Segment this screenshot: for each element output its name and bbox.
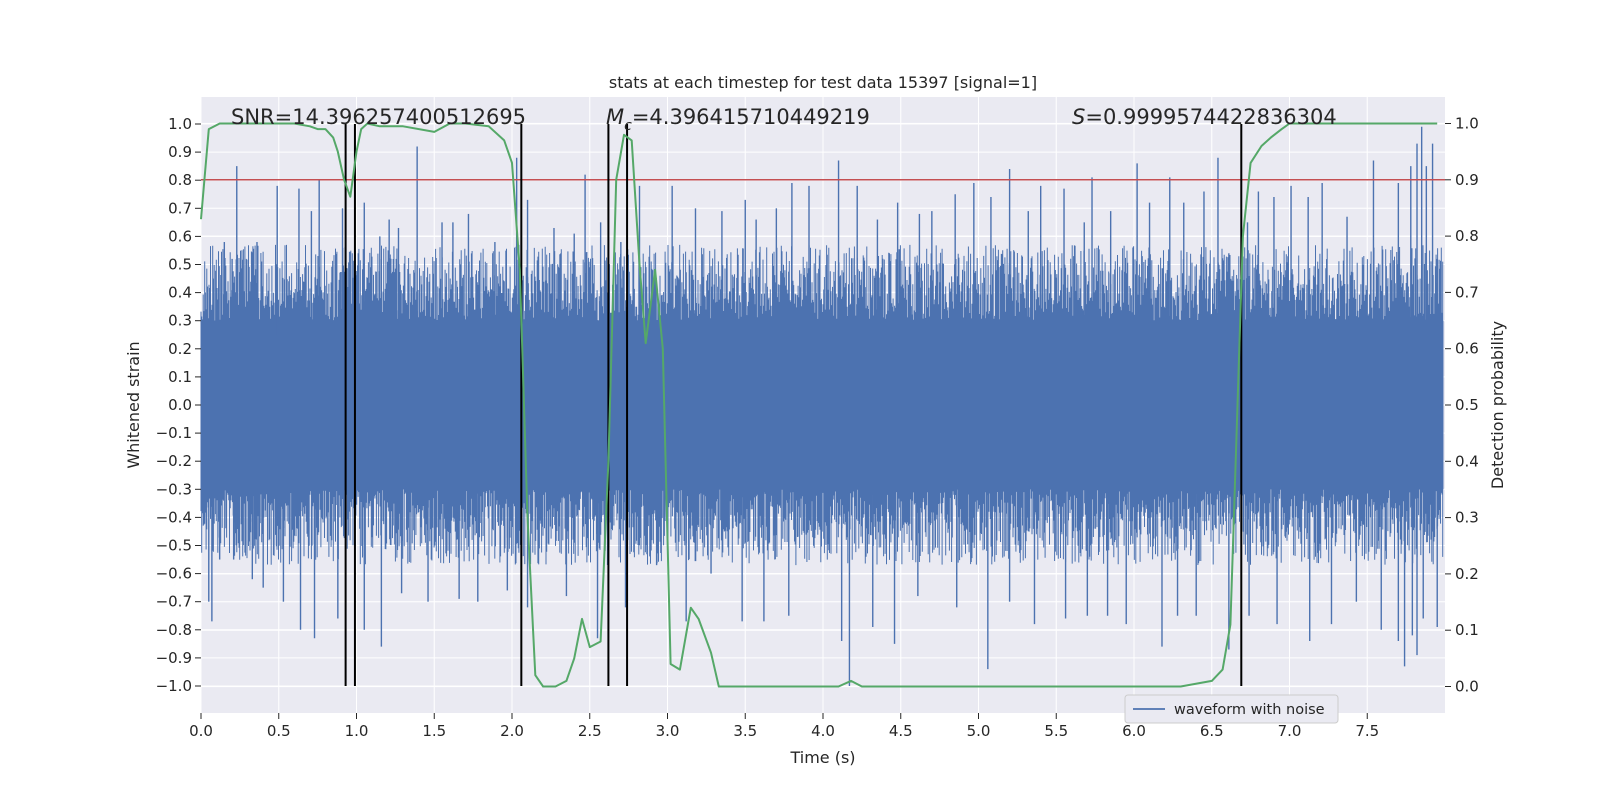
- y-tick-label: −0.8: [156, 621, 192, 639]
- snr-annotation: SNR=14.396257400512695: [231, 105, 526, 129]
- y2-tick-label: 0.3: [1455, 509, 1479, 527]
- y-tick-label: 0.9: [168, 143, 192, 161]
- y2-tick-label: 0.8: [1455, 227, 1479, 245]
- chirp-mass-symbol: M: [606, 105, 624, 129]
- y-tick-label: 0.8: [168, 171, 192, 189]
- x-tick-label: 3.5: [733, 722, 757, 740]
- x-axis-ticks: 0.0 0.5 1.0 1.5 2.0 2.5 3.0 3.5 4.0 4.5 5.0 5.5 6.0 6…: [189, 713, 1379, 740]
- y2-tick-label: 0.7: [1455, 283, 1479, 301]
- y2-axis-label: Detection probability: [1488, 321, 1507, 489]
- score-value: =0.9999574422836304: [1085, 105, 1336, 129]
- y-tick-label: 0.1: [168, 368, 192, 386]
- y2-tick-label: 0.4: [1455, 452, 1479, 470]
- y-tick-label: −0.5: [156, 537, 192, 555]
- legend-label: waveform with noise: [1174, 702, 1325, 718]
- x-tick-label: 1.5: [422, 722, 446, 740]
- score-symbol: S: [1072, 105, 1085, 129]
- y-tick-label: 0.0: [168, 396, 192, 414]
- x-tick-label: 7.0: [1278, 722, 1302, 740]
- x-tick-label: 2.0: [500, 722, 524, 740]
- y-tick-label: 0.4: [168, 284, 192, 302]
- x-tick-label: 4.5: [889, 722, 913, 740]
- y-tick-label: −0.9: [156, 649, 192, 667]
- y-tick-label: −0.6: [156, 565, 192, 583]
- y-tick-label: 0.6: [168, 227, 192, 245]
- y2-tick-label: 0.2: [1455, 565, 1479, 583]
- x-tick-label: 5.5: [1044, 722, 1068, 740]
- legend-box: [1124, 694, 1339, 724]
- x-tick-label: 4.0: [811, 722, 835, 740]
- detection-probability-line: [200, 122, 1438, 688]
- y-tick-label: −0.4: [156, 508, 192, 526]
- y-tick-label: −0.2: [156, 452, 192, 470]
- y2-tick-label: 0.9: [1455, 171, 1479, 189]
- chirp-mass-value: =4.396415710449219: [632, 105, 870, 129]
- y2-tick-label: 0.6: [1455, 340, 1479, 358]
- y2-tick-label: 0.5: [1455, 396, 1479, 414]
- y-axis-ticks: 1.0 0.9 0.8 0.7 0.6 0.5 0.4 0.3 0.2 0.1 0.0 −0.1 −0.…: [156, 115, 201, 695]
- x-tick-label: 1.0: [345, 722, 369, 740]
- x-tick-label: 5.0: [967, 722, 991, 740]
- legend: waveform with noise: [1124, 694, 1339, 724]
- y-tick-label: −1.0: [156, 677, 192, 695]
- y-tick-label: 1.0: [168, 115, 192, 133]
- chirp-mass-annotation: Mc=4.396415710449219: [606, 105, 870, 134]
- x-tick-label: 7.5: [1355, 722, 1379, 740]
- y-tick-label: 0.7: [168, 199, 192, 217]
- x-axis-label: Time (s): [789, 748, 855, 767]
- waveform-noise-trace: [200, 244, 1444, 566]
- y-axis-label: Whitened strain: [124, 341, 143, 468]
- y-tick-label: 0.5: [168, 256, 192, 274]
- x-tick-label: 6.0: [1122, 722, 1146, 740]
- x-tick-label: 0.0: [189, 722, 213, 740]
- chart-title: stats at each timestep for test data 153…: [609, 73, 1037, 92]
- chirp-mass-subscript: c: [624, 118, 632, 134]
- y-tick-label: 0.2: [168, 340, 192, 358]
- detection-probability-series: [200, 122, 1438, 688]
- y-tick-label: 0.3: [168, 312, 192, 330]
- x-tick-label: 3.0: [656, 722, 680, 740]
- y-tick-label: −0.1: [156, 424, 192, 442]
- y2-tick-label: 0.1: [1455, 621, 1479, 639]
- y2-axis-ticks: 1.0 0.9 0.8 0.7 0.6 0.5 0.4 0.3 0.2 0.1 0.0: [1445, 115, 1479, 696]
- x-tick-label: 6.5: [1200, 722, 1224, 740]
- y2-tick-label: 0.0: [1455, 678, 1479, 696]
- x-tick-label: 2.5: [578, 722, 602, 740]
- vertical-markers: [344, 124, 1243, 686]
- x-tick-label: 0.5: [267, 722, 291, 740]
- score-annotation: S=0.9999574422836304: [1072, 105, 1337, 129]
- y2-tick-label: 1.0: [1455, 115, 1479, 133]
- y-tick-label: −0.7: [156, 593, 192, 611]
- y-tick-label: −0.3: [156, 480, 192, 498]
